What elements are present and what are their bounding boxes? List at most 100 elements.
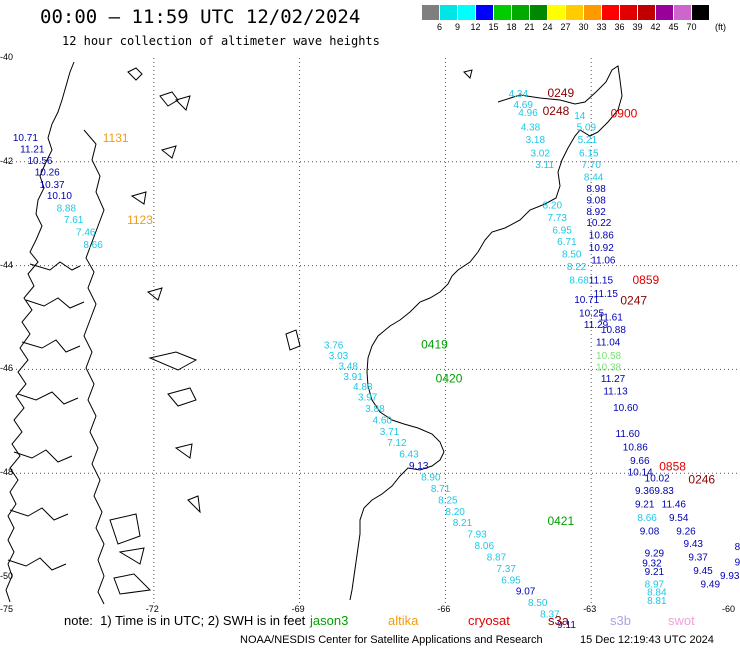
pass-time-label: 0420 [436,371,463,385]
wave-height-value: 8.44 [584,172,604,183]
wave-height-value: 9.93 [720,571,740,582]
wave-height-value: 7.37 [496,564,516,575]
credit-line: NOAA/NESDIS Center for Satellite Applica… [240,634,543,646]
wave-height-value: 8.8 [735,542,740,553]
wave-height-value: 3.03 [329,351,349,362]
wave-height-value: 8.81 [647,596,667,607]
wave-height-value: 3.88 [365,404,385,415]
coastline [5,61,623,605]
longitude-label: -66 [437,604,451,614]
wave-height-value: 4.60 [373,415,393,426]
scale-swatch [620,5,637,20]
map-title: 00:00 – 11:59 UTC 12/02/2024 [40,6,361,28]
lake-4 [160,145,177,159]
wave-height-value: 8.92 [586,207,606,218]
lake-8 [167,387,197,407]
scale-unit: (ft) [715,22,726,32]
legend-swot: swot [668,613,695,628]
wave-height-value: 9.13 [409,461,429,472]
scale-swatch [548,5,565,20]
longitude-label: -63 [583,604,597,614]
wave-height-value: 9.43 [684,539,704,550]
wave-height-value: 9.32 [642,559,662,570]
wave-height-value: 4.88 [353,382,373,393]
legend-s3b: s3b [610,613,631,628]
longitude-label: -60 [722,604,736,614]
wave-height-value: 8.50 [528,598,548,609]
scale-label: 24 [542,22,553,32]
wave-height-value: 9.26 [676,526,696,537]
latitude-label: -50 [0,571,14,582]
pass-time-label: 1123 [127,213,153,227]
wave-height-value: 11.60 [616,429,641,440]
argentine-coastline [349,65,623,601]
scale-swatch [602,5,619,20]
wave-height-value: 10.37 [40,180,65,191]
latitude-label: -48 [0,467,14,478]
wave-height-value: 4.34 [509,89,529,100]
scale-swatch [566,5,583,20]
lake-10 [187,495,201,514]
lake-14 [285,329,301,351]
wave-height-value: 8.21 [453,518,473,529]
map-graticule [8,58,737,603]
lake-9 [174,443,193,459]
chilean-fjord-1 [29,261,81,271]
wave-height-value: 10.71 [574,295,599,306]
map-subtitle: 12 hour collection of altimeter wave hei… [62,34,380,48]
longitude-label: -72 [145,604,159,614]
wave-height-value: 10.86 [623,442,648,453]
wave-height-value: 10.92 [589,243,614,254]
wave-height-value: 4.96 [518,108,538,119]
wave-height-value: 4.38 [521,123,541,134]
lake-12 [118,547,145,565]
scale-swatch [692,5,709,20]
wave-height-value: 8.98 [586,184,606,195]
scale-label: 70 [686,22,697,32]
chilean-fjord-2 [25,297,85,309]
scale-swatch [422,5,439,20]
wave-height-value: 14 [574,111,586,122]
wave-height-value: 5.21 [578,135,598,146]
wave-height-value: 9.83 [654,486,674,497]
wave-height-value: 6.15 [579,149,599,160]
wave-height-value: 10.25 [579,308,604,319]
scale-label: 30 [578,22,589,32]
scale-label: 9 [454,22,460,32]
wave-height-value: 8.66 [83,240,103,251]
wave-height-value: 6.95 [501,575,521,586]
wave-height-value: 11.15 [594,289,619,300]
wave-height-value: 11.29 [584,320,609,331]
pass-time-label: 0419 [421,338,448,352]
wave-height-value: 8.37 [540,610,560,621]
wave-height-value: 10.26 [35,167,60,178]
wave-height-value: 8.87 [487,552,507,563]
pass-time-label: 0248 [543,104,570,118]
wave-height-value: 8.68 [569,275,589,286]
wave-height-value: 3.71 [380,427,400,438]
chilean-inner-coast [83,129,105,605]
scale-swatch [584,5,601,20]
scale-swatch [458,5,475,20]
wave-height-value: 11.27 [601,374,626,385]
scale-swatch [674,5,691,20]
scale-swatch [494,5,511,20]
wave-height-value: 6.43 [399,450,419,461]
wave-height-value: 3.02 [530,149,550,160]
longitude-label: -75 [0,604,14,614]
lake-2 [159,91,179,107]
wave-height-value: 9.36 [635,486,655,497]
legend-s3a: s3a [548,613,569,628]
pass-time-label: 0900 [611,107,638,121]
wave-height-value: 8.84 [647,588,667,599]
wave-height-value: 8.50 [562,249,582,260]
wave-height-value: 9.29 [645,548,665,559]
wave-height-value: 9.37 [688,552,708,563]
latitude-label: -40 [0,52,14,62]
scale-label: 39 [632,22,643,32]
pass-time-label: 0858 [659,460,686,474]
scale-label: 15 [488,22,499,32]
legend-jason3: jason3 [310,613,349,628]
wave-height-value: 3.91 [343,372,363,383]
